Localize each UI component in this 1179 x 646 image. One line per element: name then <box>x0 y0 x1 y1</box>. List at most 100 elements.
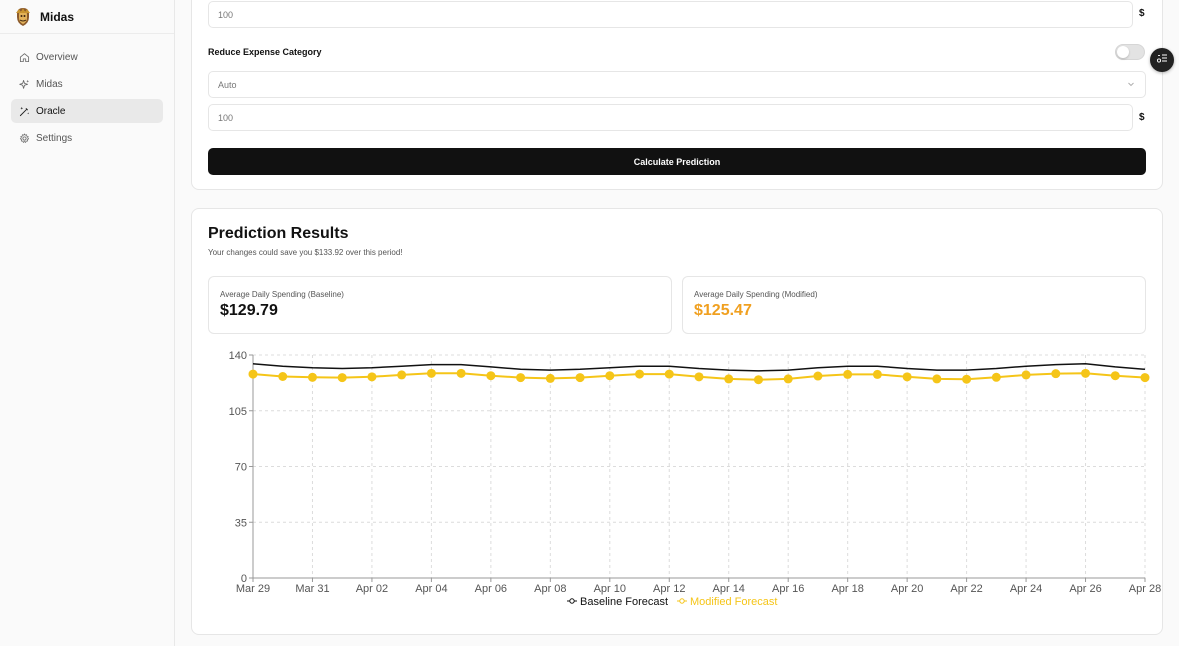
y-tick-label: 0 <box>241 573 247 585</box>
x-tick-label: Apr 24 <box>1010 583 1042 595</box>
category-select[interactable]: Auto <box>208 71 1146 98</box>
legend-baseline-marker <box>569 598 575 604</box>
modified-forecast-point <box>456 368 466 378</box>
brand[interactable]: Midas <box>0 0 174 34</box>
x-tick-label: Apr 10 <box>594 583 626 595</box>
sparkles-icon <box>19 79 30 90</box>
x-tick-label: Mar 31 <box>295 583 329 595</box>
modified-forecast-point <box>635 369 645 379</box>
modified-forecast-point <box>783 374 793 384</box>
currency-symbol: $ <box>1139 8 1145 19</box>
amount-input[interactable]: 100 <box>208 1 1133 28</box>
app-name: Midas <box>40 9 75 24</box>
x-tick-label: Apr 16 <box>772 583 804 595</box>
midas-logo-icon <box>14 7 32 27</box>
sidebar: Midas Overview Midas Oracle Settings <box>0 0 175 646</box>
results-subtitle: Your changes could save you $133.92 over… <box>208 248 403 257</box>
baseline-stat-label: Average Daily Spending (Baseline) <box>220 290 344 299</box>
x-tick-label: Mar 29 <box>236 583 270 595</box>
modified-forecast-point <box>605 371 615 381</box>
sidebar-item-label: Midas <box>36 78 63 90</box>
amount-input-value: 100 <box>218 9 234 20</box>
modified-forecast-point <box>1051 369 1061 379</box>
prediction-form-card: 100 $ Reduce Expense Category Auto 100 $… <box>191 0 1163 190</box>
modified-stat-card: Average Daily Spending (Modified) $125.4… <box>682 276 1146 334</box>
x-tick-label: Apr 08 <box>534 583 566 595</box>
toggle-knob <box>1117 46 1129 58</box>
modified-forecast-point <box>397 370 407 380</box>
reduce-expense-label: Reduce Expense Category <box>208 47 322 57</box>
x-tick-label: Apr 26 <box>1069 583 1101 595</box>
modified-forecast-point <box>248 369 258 379</box>
x-tick-label: Apr 14 <box>713 583 745 595</box>
calculate-prediction-button[interactable]: Calculate Prediction <box>208 148 1146 175</box>
modified-forecast-point <box>843 369 853 379</box>
modified-forecast-point <box>753 375 763 385</box>
modified-stat-value: $125.47 <box>694 302 752 319</box>
sidebar-item-overview[interactable]: Overview <box>11 45 163 69</box>
sidebar-item-label: Overview <box>36 51 78 63</box>
modified-forecast-point <box>337 373 347 383</box>
modified-forecast-point <box>694 372 704 382</box>
prediction-results-card: Prediction Results Your changes could sa… <box>191 208 1163 635</box>
main-content: 100 $ Reduce Expense Category Auto 100 $… <box>175 0 1179 646</box>
results-title: Prediction Results <box>208 225 349 242</box>
x-tick-label: Apr 02 <box>356 583 388 595</box>
reduce-amount-input[interactable]: 100 <box>208 104 1133 131</box>
floating-menu-button[interactable] <box>1150 48 1174 72</box>
reduce-expense-toggle[interactable] <box>1115 44 1145 60</box>
x-tick-label: Apr 22 <box>950 583 982 595</box>
currency-symbol: $ <box>1139 112 1145 123</box>
y-tick-label: 35 <box>235 517 247 529</box>
modified-forecast-point <box>872 369 882 379</box>
modified-forecast-point <box>664 369 674 379</box>
sidebar-item-label: Oracle <box>36 105 66 117</box>
modified-forecast-point <box>575 373 585 383</box>
modified-forecast-point <box>516 373 526 383</box>
x-tick-label: Apr 06 <box>475 583 507 595</box>
sidebar-nav: Overview Midas Oracle Settings <box>0 34 174 150</box>
category-select-value: Auto <box>218 79 237 90</box>
magic-wand-icon <box>19 106 30 117</box>
sidebar-item-settings[interactable]: Settings <box>11 126 163 150</box>
modified-forecast-point <box>307 372 317 382</box>
modified-forecast-point <box>813 371 823 381</box>
modified-forecast-point <box>1021 370 1031 380</box>
x-tick-label: Apr 04 <box>415 583 447 595</box>
modified-forecast-point <box>962 374 972 384</box>
home-icon <box>19 52 30 63</box>
legend-modified-label: Modified Forecast <box>690 596 777 608</box>
baseline-forecast-line <box>252 363 1146 372</box>
spending-forecast-chart: 0 35 70 105 140 Mar 29 Mar 31 Apr 02 Apr 04 Apr 0… <box>229 350 1162 608</box>
baseline-stat-value: $129.79 <box>220 302 278 319</box>
modified-forecast-point <box>724 374 734 384</box>
modified-forecast-point <box>1110 371 1120 381</box>
modified-forecast-point <box>1081 368 1091 378</box>
x-tick-label: Apr 20 <box>891 583 923 595</box>
y-tick-label: 105 <box>229 406 247 418</box>
chevron-down-icon <box>1127 80 1135 88</box>
modified-forecast-point <box>991 372 1001 382</box>
modified-forecast-point <box>278 372 288 382</box>
x-tick-label: Apr 12 <box>653 583 685 595</box>
x-tick-label: Apr 18 <box>831 583 863 595</box>
sidebar-item-midas[interactable]: Midas <box>11 72 163 96</box>
modified-forecast-point <box>367 372 377 382</box>
modified-forecast-point <box>545 373 555 383</box>
gear-icon <box>19 133 30 144</box>
reduce-amount-input-value: 100 <box>218 112 234 123</box>
modified-forecast-point <box>932 374 942 384</box>
y-tick-label: 70 <box>235 462 247 474</box>
x-tick-label: Apr 28 <box>1129 583 1161 595</box>
sidebar-item-oracle[interactable]: Oracle <box>11 99 163 123</box>
baseline-stat-card: Average Daily Spending (Baseline) $129.7… <box>208 276 672 334</box>
modified-forecast-point <box>486 371 496 381</box>
list-settings-icon <box>1156 51 1168 69</box>
y-tick-label: 140 <box>229 350 247 362</box>
modified-stat-label: Average Daily Spending (Modified) <box>694 290 818 299</box>
modified-forecast-point <box>1140 373 1150 383</box>
modified-forecast-point <box>426 368 436 378</box>
modified-forecast-point <box>902 372 912 382</box>
legend-modified-marker <box>679 598 685 604</box>
legend-baseline-label: Baseline Forecast <box>580 596 668 608</box>
